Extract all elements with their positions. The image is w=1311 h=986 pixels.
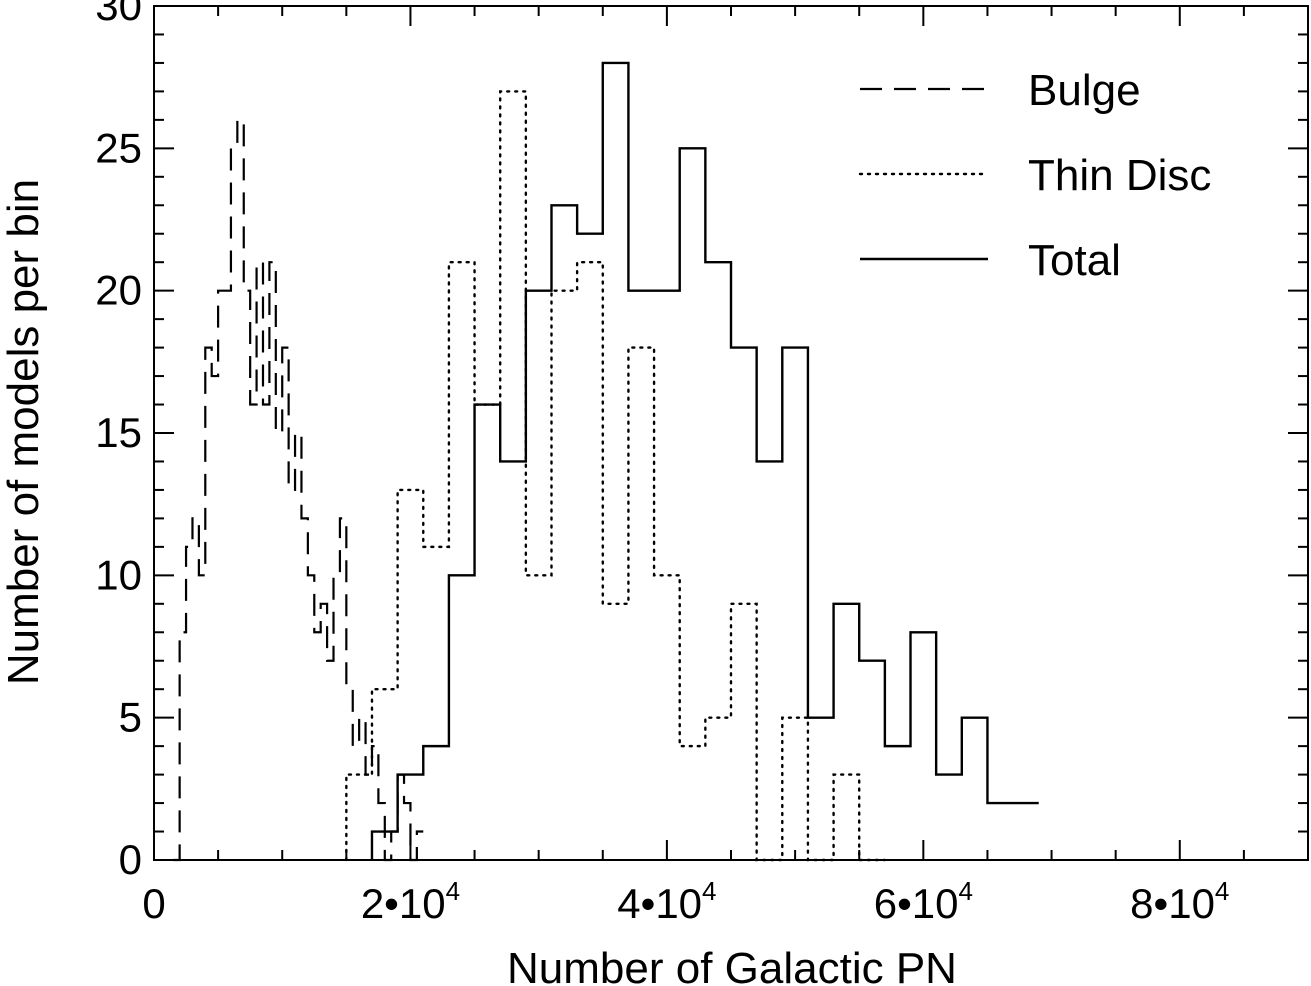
legend-label-bulge: Bulge — [1028, 66, 1141, 115]
series-total-line — [370, 61, 1039, 860]
y-tick-label: 15 — [95, 409, 142, 456]
y-axis: 0 5 10 15 20 25 30 — [95, 0, 1308, 883]
x-tick-base: •10 — [1154, 880, 1215, 927]
x-tick-exponent: 4 — [702, 876, 716, 906]
plot-frame — [153, 5, 1309, 861]
legend: Bulge Thin Disc Total — [858, 66, 1211, 285]
x-tick-mantissa: 6 — [874, 880, 897, 927]
x-tick-label: 2•104 — [361, 876, 460, 927]
y-tick-label: 30 — [95, 0, 142, 29]
y-axis-title: Number of models per bin — [0, 179, 48, 685]
series-bulge-line — [173, 118, 424, 862]
plot-border — [153, 5, 1309, 861]
x-tick-mantissa: 2 — [361, 880, 384, 927]
series-thin-disc-line — [345, 90, 887, 862]
x-tick-label: 6•104 — [874, 876, 973, 927]
x-tick-label: 8•104 — [1130, 876, 1229, 927]
legend-label-thin-disc: Thin Disc — [1028, 151, 1211, 200]
x-tick-exponent: 4 — [958, 876, 972, 906]
series-layer — [173, 61, 1039, 862]
y-tick-label: 0 — [119, 836, 142, 883]
x-axis: 0 2•104 4•104 6•104 8•104 — [142, 6, 1245, 927]
y-tick-label: 20 — [95, 267, 142, 314]
x-tick-mantissa: 4 — [617, 880, 640, 927]
x-tick-exponent: 4 — [446, 876, 460, 906]
x-tick-mantissa: 8 — [1130, 880, 1153, 927]
x-tick-base: •10 — [384, 880, 445, 927]
x-axis-title: Number of Galactic PN — [507, 944, 957, 986]
x-tick-label: 0 — [142, 880, 165, 927]
x-tick-label: 4•104 — [617, 876, 716, 927]
x-tick-exponent: 4 — [1215, 876, 1229, 906]
y-tick-label: 10 — [95, 551, 142, 598]
legend-label-total: Total — [1028, 236, 1121, 285]
x-tick-base: •10 — [641, 880, 702, 927]
x-tick-base: •10 — [897, 880, 958, 927]
y-tick-label: 25 — [95, 124, 142, 171]
y-tick-label: 5 — [119, 694, 142, 741]
